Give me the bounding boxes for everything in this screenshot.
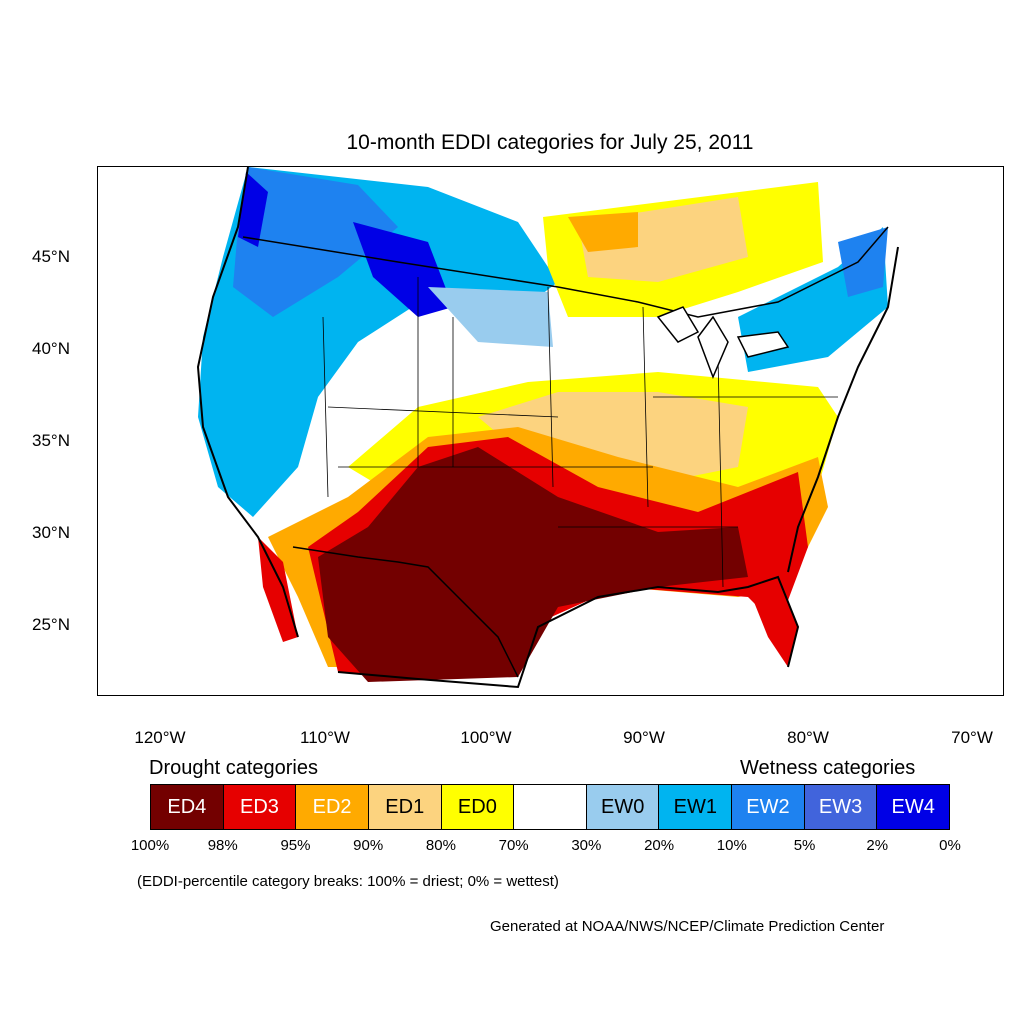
- legend-box-ew1: EW1: [659, 785, 733, 829]
- lon-label-120: 120°W: [134, 728, 186, 747]
- percentile-label: 0%: [939, 837, 961, 854]
- lat-label-45: 45°N: [32, 247, 70, 266]
- region-ed4-southern: [318, 447, 748, 682]
- legend-box-ew3: EW3: [804, 785, 878, 829]
- lon-label-70: 70°W: [951, 728, 993, 747]
- state-lines: [322, 277, 838, 588]
- region-ed3-baja: [258, 537, 298, 642]
- legend-colorbar: ED4 ED3 ED2 ED1 ED0 EW0 EW1 EW2 EW3 EW4: [150, 784, 950, 830]
- region-ed3-florida: [748, 577, 798, 667]
- lon-label-100: 100°W: [460, 728, 512, 747]
- percentile-label: 100%: [130, 837, 170, 854]
- region-ed2-north: [568, 212, 638, 252]
- map-title: 10-month EDDI categories for July 25, 20…: [346, 131, 754, 154]
- lat-label-40: 40°N: [32, 339, 70, 358]
- percentile-label: 95%: [280, 837, 311, 854]
- coastline-gulf: [337, 575, 800, 689]
- lat-label-30: 30°N: [32, 523, 70, 542]
- conus-eddi-map: [196, 167, 899, 689]
- lon-label-110: 110°W: [300, 728, 350, 747]
- legend-box-ed4: ED4: [151, 785, 224, 829]
- lon-label-90: 90°W: [623, 728, 665, 747]
- lat-label-35: 35°N: [32, 431, 70, 450]
- percentile-label: 20%: [644, 837, 675, 854]
- percentile-label: 70%: [498, 837, 529, 854]
- border-mexico: [292, 546, 519, 678]
- region-ew2-northwest: [233, 167, 398, 317]
- coastline-atlantic: [787, 246, 899, 573]
- region-ew2-northeast: [838, 227, 888, 297]
- legend-box-ew4: EW4: [877, 785, 950, 829]
- percentile-label: 2%: [866, 837, 889, 854]
- credit-line: Generated at NOAA/NWS/NCEP/Climate Predi…: [490, 918, 885, 935]
- percentile-label: 98%: [207, 837, 238, 854]
- wetness-heading: Wetness categories: [740, 757, 916, 779]
- legend-box-ed3: ED3: [223, 785, 297, 829]
- legend-box-ed0: ED0: [441, 785, 515, 829]
- percentile-label: 90%: [353, 837, 384, 854]
- legend-box-ed1: ED1: [368, 785, 442, 829]
- lat-label-25: 25°N: [32, 615, 70, 634]
- lon-label-80: 80°W: [787, 728, 829, 747]
- map-panel: [97, 166, 1004, 696]
- legend-box-ew2: EW2: [732, 785, 805, 829]
- region-ew4-montana: [353, 222, 453, 317]
- legend-box-ew0: EW0: [586, 785, 660, 829]
- coastline-west: [196, 167, 299, 638]
- percentile-label: 80%: [425, 837, 456, 854]
- border-canada: [242, 226, 889, 318]
- legend-box-ed2: ED2: [296, 785, 369, 829]
- drought-heading: Drought categories: [149, 757, 318, 779]
- great-lakes: [656, 306, 790, 380]
- category-note: (EDDI-percentile category breaks: 100% =…: [137, 873, 559, 890]
- percentile-label: 5%: [793, 837, 816, 854]
- legend-box-neutral: [514, 785, 587, 829]
- region-ew4-coast: [238, 172, 268, 247]
- percentile-label: 30%: [571, 837, 602, 854]
- region-ew0-plains: [428, 287, 553, 347]
- percentile-label: 10%: [716, 837, 747, 854]
